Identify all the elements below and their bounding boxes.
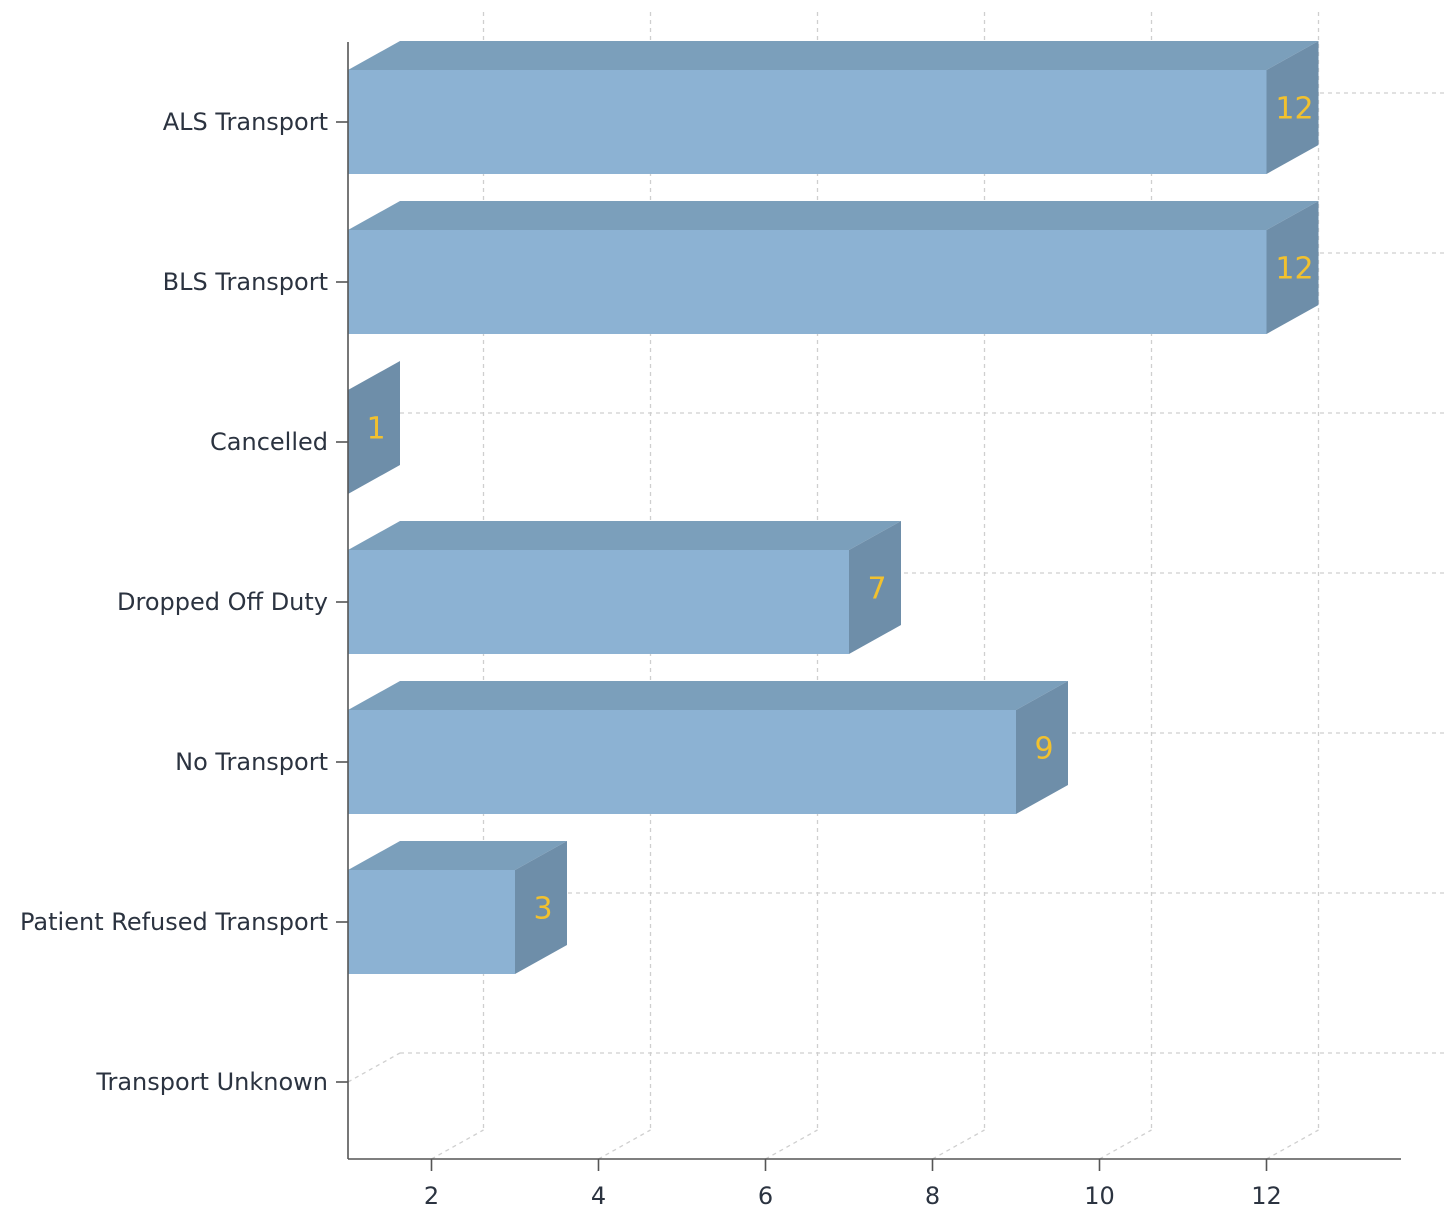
bar-side-1 <box>1266 201 1319 334</box>
category-label-3: Dropped Off Duty <box>117 588 328 616</box>
data-label-2: 1 <box>366 412 385 447</box>
category-label-5: Patient Refused Transport <box>20 908 328 936</box>
bar-top-4 <box>348 681 1068 710</box>
grid-floor-line-5 <box>1266 1129 1319 1160</box>
x-tick-label-1: 4 <box>591 1182 606 1210</box>
x-tick-label-5: 12 <box>1251 1182 1282 1210</box>
bar-4 <box>348 710 1016 814</box>
bar-top-5 <box>348 841 567 870</box>
data-label-4: 9 <box>1034 732 1053 767</box>
data-label-1: 12 <box>1275 252 1313 287</box>
data-label-0: 12 <box>1275 92 1313 127</box>
grid-floor-line-3 <box>932 1129 985 1160</box>
bar-side-3 <box>849 521 901 654</box>
category-label-1: BLS Transport <box>163 268 328 296</box>
grid-floor-line-4 <box>1099 1129 1152 1160</box>
bar-1 <box>348 230 1267 334</box>
bar-top-1 <box>348 201 1319 230</box>
x-tick-label-3: 8 <box>925 1182 940 1210</box>
bars <box>348 41 1319 974</box>
labels: 12 12 1 7 9 3 ALS Transport BLS Transport Cancel… <box>20 92 1314 1211</box>
bar-side-2 <box>348 361 400 494</box>
x-tick-label-0: 2 <box>424 1182 439 1210</box>
x-tick-label-4: 10 <box>1084 1182 1115 1210</box>
category-label-6: Transport Unknown <box>95 1068 328 1096</box>
data-label-3: 7 <box>867 572 886 607</box>
bar-side-0 <box>1266 41 1319 174</box>
bar-5 <box>348 870 515 974</box>
data-label-5: 3 <box>533 892 552 927</box>
category-label-0: ALS Transport <box>163 108 328 136</box>
grid-floor-line-2 <box>765 1129 818 1160</box>
bar-0 <box>348 70 1267 174</box>
grid-wall-line-6 <box>347 1052 401 1083</box>
grid-floor-line-0 <box>431 1129 484 1160</box>
bar-top-3 <box>348 521 901 550</box>
x-tick-label-2: 6 <box>758 1182 773 1210</box>
category-label-4: No Transport <box>175 748 328 776</box>
category-label-2: Cancelled <box>210 428 328 456</box>
bar-side-4 <box>1016 681 1068 814</box>
axes <box>336 42 1401 1171</box>
grid-floor-line-1 <box>598 1129 651 1160</box>
bar-3 <box>348 550 849 654</box>
bar-top-0 <box>348 41 1319 70</box>
bar-side-5 <box>515 841 567 974</box>
